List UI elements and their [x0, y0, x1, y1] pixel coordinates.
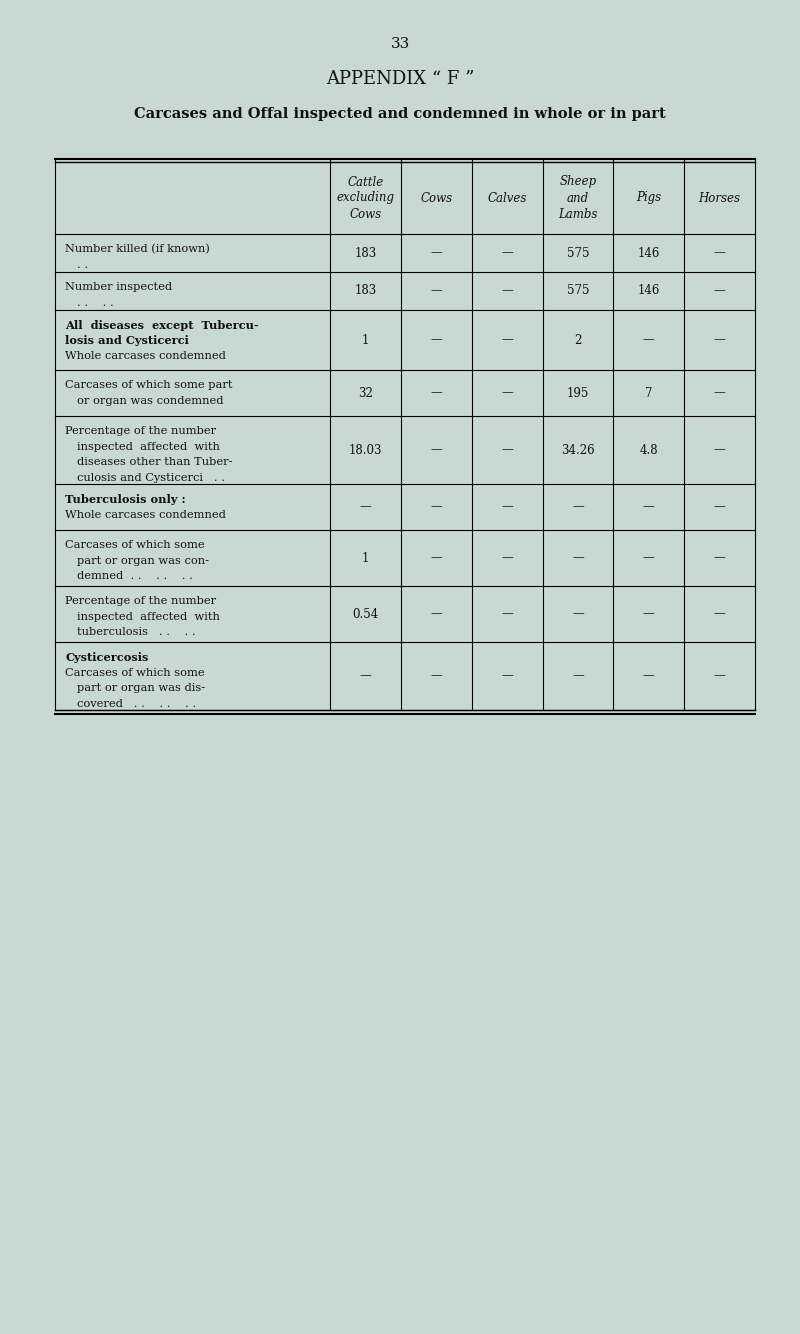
Text: Carcases of which some: Carcases of which some: [65, 540, 205, 550]
Text: Calves: Calves: [487, 192, 526, 204]
Text: APPENDIX “ F ”: APPENDIX “ F ”: [326, 69, 474, 88]
Text: —: —: [572, 607, 584, 620]
Text: —: —: [643, 500, 654, 514]
Text: . .: . .: [77, 260, 88, 269]
Text: Percentage of the number: Percentage of the number: [65, 596, 216, 606]
Text: 0.54: 0.54: [352, 607, 378, 620]
Text: —: —: [430, 247, 442, 260]
Text: Percentage of the number: Percentage of the number: [65, 426, 216, 436]
Text: 34.26: 34.26: [561, 443, 594, 456]
Text: 183: 183: [354, 247, 377, 260]
Text: —: —: [502, 334, 513, 347]
Text: Tuberculosis only :: Tuberculosis only :: [65, 494, 186, 506]
Text: —: —: [714, 670, 726, 683]
Text: —: —: [502, 551, 513, 564]
Text: —: —: [502, 387, 513, 399]
Text: —: —: [430, 500, 442, 514]
Text: —: —: [714, 443, 726, 456]
Text: —: —: [359, 670, 371, 683]
Text: part or organ was con-: part or organ was con-: [77, 555, 209, 566]
Text: —: —: [714, 551, 726, 564]
Text: 183: 183: [354, 284, 377, 297]
Text: Horses: Horses: [698, 192, 741, 204]
Text: —: —: [643, 607, 654, 620]
Text: —: —: [430, 443, 442, 456]
Text: 18.03: 18.03: [349, 443, 382, 456]
Text: Cows: Cows: [420, 192, 452, 204]
Text: —: —: [430, 387, 442, 399]
Text: 1: 1: [362, 334, 369, 347]
Text: diseases other than Tuber-: diseases other than Tuber-: [77, 458, 233, 467]
Text: —: —: [430, 607, 442, 620]
Text: —: —: [572, 670, 584, 683]
Text: Number inspected: Number inspected: [65, 281, 172, 292]
Text: Sheep
and
Lambs: Sheep and Lambs: [558, 176, 598, 220]
Text: —: —: [643, 670, 654, 683]
Text: —: —: [714, 607, 726, 620]
Text: 575: 575: [566, 284, 589, 297]
Text: Cattle
excluding
Cows: Cattle excluding Cows: [337, 176, 394, 220]
Text: Carcases of which some: Carcases of which some: [65, 667, 205, 678]
Text: inspected  affected  with: inspected affected with: [77, 611, 220, 622]
Text: 2: 2: [574, 334, 582, 347]
Text: inspected  affected  with: inspected affected with: [77, 442, 220, 451]
Text: —: —: [572, 551, 584, 564]
Text: Number killed (if known): Number killed (if known): [65, 244, 210, 255]
Text: —: —: [430, 551, 442, 564]
Text: —: —: [502, 500, 513, 514]
Text: —: —: [714, 284, 726, 297]
Text: —: —: [714, 500, 726, 514]
Text: —: —: [502, 607, 513, 620]
Text: —: —: [359, 500, 371, 514]
Text: —: —: [714, 334, 726, 347]
Text: —: —: [502, 284, 513, 297]
Text: —: —: [643, 551, 654, 564]
Text: —: —: [502, 247, 513, 260]
Text: Whole carcases condemned: Whole carcases condemned: [65, 510, 226, 519]
Text: Carcases and Offal inspected and condemned in whole or in part: Carcases and Offal inspected and condemn…: [134, 107, 666, 121]
Text: —: —: [714, 387, 726, 399]
Text: 146: 146: [638, 284, 660, 297]
Text: 7: 7: [645, 387, 653, 399]
Text: —: —: [502, 670, 513, 683]
Text: Whole carcases condemned: Whole carcases condemned: [65, 351, 226, 362]
Text: 575: 575: [566, 247, 589, 260]
Text: —: —: [502, 443, 513, 456]
Text: —: —: [430, 334, 442, 347]
Text: Cysticercosis: Cysticercosis: [65, 652, 148, 663]
Text: —: —: [430, 670, 442, 683]
Text: tuberculosis   . .    . .: tuberculosis . . . .: [77, 627, 196, 638]
Text: 1: 1: [362, 551, 369, 564]
Text: Carcases of which some part: Carcases of which some part: [65, 380, 233, 390]
Text: demned  . .    . .    . .: demned . . . . . .: [77, 571, 193, 582]
Text: covered   . .    . .    . .: covered . . . . . .: [77, 699, 196, 708]
Text: culosis and Cysticerci   . .: culosis and Cysticerci . .: [77, 472, 225, 483]
Text: 32: 32: [358, 387, 373, 399]
Text: or organ was condemned: or organ was condemned: [77, 395, 223, 406]
Text: —: —: [714, 247, 726, 260]
Text: 4.8: 4.8: [639, 443, 658, 456]
Text: —: —: [572, 500, 584, 514]
Text: . .    . .: . . . .: [77, 297, 114, 308]
Text: Pigs: Pigs: [636, 192, 662, 204]
Text: 146: 146: [638, 247, 660, 260]
Text: 33: 33: [390, 37, 410, 51]
Text: All  diseases  except  Tubercu-: All diseases except Tubercu-: [65, 320, 258, 331]
Text: losis and Cysticerci: losis and Cysticerci: [65, 335, 189, 347]
Text: —: —: [430, 284, 442, 297]
Text: —: —: [643, 334, 654, 347]
Text: part or organ was dis-: part or organ was dis-: [77, 683, 205, 692]
Text: 195: 195: [566, 387, 589, 399]
